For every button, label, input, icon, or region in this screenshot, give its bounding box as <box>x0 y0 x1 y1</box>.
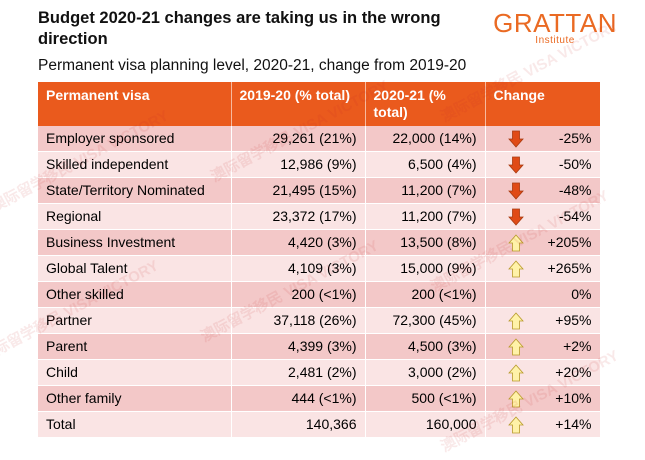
change-value: +205% <box>547 234 592 250</box>
header-change: Change <box>485 82 600 126</box>
visa-cell: Global Talent <box>38 255 232 282</box>
table-row: Regional 23,372 (17%) 11,200 (7%) -54% <box>38 203 601 230</box>
value-2020-21-cell: 4,500 (3%) <box>365 333 486 360</box>
arrow-up-icon <box>507 364 524 382</box>
header-2019-20: 2019-20 (% total) <box>231 82 366 126</box>
value-2019-20-cell: 23,372 (17%) <box>231 203 366 230</box>
change-value: +2% <box>563 338 592 354</box>
change-value: -50% <box>558 156 592 172</box>
value-2019-20-cell: 4,399 (3%) <box>231 333 366 360</box>
chart-title: Budget 2020-21 changes are taking us in … <box>38 9 441 48</box>
table-row: Total 140,366 160,000 +14% <box>38 411 601 438</box>
table-row: Business Investment 4,420 (3%) 13,500 (8%)… <box>38 229 601 256</box>
arrow-up-icon <box>507 234 524 252</box>
table-row: Parent 4,399 (3%) 4,500 (3%) +2% <box>38 333 601 360</box>
visa-cell: Other skilled <box>38 281 232 308</box>
table-row: State/Territory Nominated 21,495 (15%) 11,… <box>38 177 601 204</box>
change-cell: +10% <box>485 385 601 412</box>
change-cell: +265% <box>485 255 601 282</box>
chart-subtitle: Permanent visa planning level, 2020-21, … <box>38 57 467 74</box>
change-cell: -25% <box>485 126 601 152</box>
table-row: Other family 444 (<1%) 500 (<1%) +10% <box>38 385 601 412</box>
change-value: +265% <box>547 260 592 276</box>
value-2019-20-cell: 37,118 (26%) <box>231 307 366 334</box>
change-value: +14% <box>555 416 592 432</box>
value-2019-20-cell: 200 (<1%) <box>231 281 366 308</box>
value-2020-21-cell: 3,000 (2%) <box>365 359 486 386</box>
value-2019-20-cell: 4,420 (3%) <box>231 229 366 256</box>
change-cell: +14% <box>485 411 601 438</box>
arrow-up-icon <box>507 416 524 434</box>
change-cell: +20% <box>485 359 601 386</box>
logo-sub: Institute <box>535 35 575 46</box>
value-2019-20-cell: 444 (<1%) <box>231 385 366 412</box>
change-cell: +2% <box>485 333 601 360</box>
arrow-down-icon <box>507 182 524 200</box>
visa-cell: Business Investment <box>38 229 232 256</box>
table-row: Global Talent 4,109 (3%) 15,000 (9%) +265% <box>38 255 601 282</box>
value-2020-21-cell: 72,300 (45%) <box>365 307 486 334</box>
value-2019-20-cell: 12,986 (9%) <box>231 151 366 178</box>
change-cell: 0% <box>485 281 601 308</box>
visa-cell: Regional <box>38 203 232 230</box>
table-row: Employer sponsored 29,261 (21%) 22,000 (14… <box>38 126 601 152</box>
change-cell: -50% <box>485 151 601 178</box>
visa-cell: Skilled independent <box>38 151 232 178</box>
change-value: -54% <box>558 208 592 224</box>
arrow-up-icon <box>507 390 524 408</box>
visa-cell: Total <box>38 411 232 438</box>
header-row: Permanent visa 2019-20 (% total) 2020-21… <box>38 82 600 126</box>
change-value: -48% <box>558 182 592 198</box>
value-2020-21-cell: 160,000 <box>365 411 486 438</box>
value-2019-20-cell: 4,109 (3%) <box>231 255 366 282</box>
table-body: Employer sponsored 29,261 (21%) 22,000 (14… <box>38 126 601 438</box>
value-2019-20-cell: 21,495 (15%) <box>231 177 366 204</box>
value-2020-21-cell: 6,500 (4%) <box>365 151 486 178</box>
value-2019-20-cell: 140,366 <box>231 411 366 438</box>
change-value: +20% <box>555 364 592 380</box>
value-2019-20-cell: 29,261 (21%) <box>231 126 366 152</box>
arrow-up-icon <box>507 338 524 356</box>
arrow-down-icon <box>507 130 524 148</box>
visa-table-container: Permanent visa 2019-20 (% total) 2020-21… <box>38 82 601 438</box>
value-2020-21-cell: 13,500 (8%) <box>365 229 486 256</box>
change-value: +10% <box>555 390 592 406</box>
value-2020-21-cell: 500 (<1%) <box>365 385 486 412</box>
change-cell: -54% <box>485 203 601 230</box>
visa-cell: Employer sponsored <box>38 126 232 152</box>
change-cell: +205% <box>485 229 601 256</box>
visa-cell: Partner <box>38 307 232 334</box>
change-value: +95% <box>555 312 592 328</box>
value-2019-20-cell: 2,481 (2%) <box>231 359 366 386</box>
logo-name: GRATTAN <box>493 8 617 38</box>
arrow-down-icon <box>507 208 524 226</box>
arrow-up-icon <box>507 260 524 278</box>
value-2020-21-cell: 11,200 (7%) <box>365 177 486 204</box>
value-2020-21-cell: 15,000 (9%) <box>365 255 486 282</box>
header-visa: Permanent visa <box>38 82 232 126</box>
change-cell: -48% <box>485 177 601 204</box>
value-2020-21-cell: 200 (<1%) <box>365 281 486 308</box>
header-2020-21: 2020-21 (% total) <box>365 82 486 126</box>
table-row: Partner 37,118 (26%) 72,300 (45%) +95% <box>38 307 601 334</box>
change-cell: +95% <box>485 307 601 334</box>
visa-cell: Other family <box>38 385 232 412</box>
change-value: -25% <box>558 130 592 146</box>
table-row: Child 2,481 (2%) 3,000 (2%) +20% <box>38 359 601 386</box>
visa-table: Permanent visa 2019-20 (% total) 2020-21… <box>38 82 601 438</box>
arrow-down-icon <box>507 156 524 174</box>
visa-cell: Parent <box>38 333 232 360</box>
value-2020-21-cell: 22,000 (14%) <box>365 126 486 152</box>
table-row: Other skilled 200 (<1%) 200 (<1%) 0% <box>38 281 601 308</box>
grattan-logo: GRATTAN Institute <box>493 10 617 46</box>
value-2020-21-cell: 11,200 (7%) <box>365 203 486 230</box>
table-row: Skilled independent 12,986 (9%) 6,500 (4%)… <box>38 151 601 178</box>
visa-cell: State/Territory Nominated <box>38 177 232 204</box>
arrow-up-icon <box>507 312 524 330</box>
change-value: 0% <box>571 286 592 302</box>
visa-cell: Child <box>38 359 232 386</box>
